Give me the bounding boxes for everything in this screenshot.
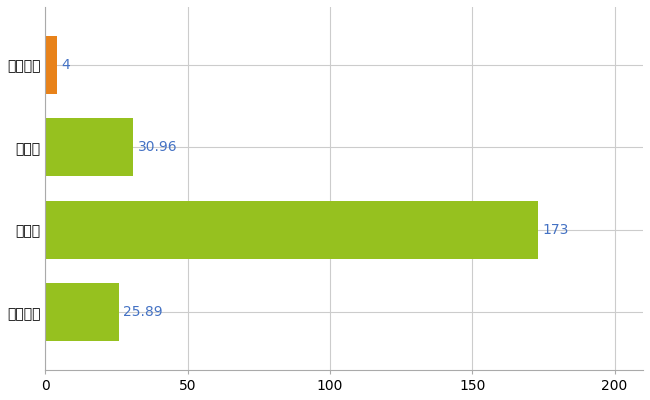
Text: 4: 4 <box>61 58 70 72</box>
Bar <box>46 283 119 341</box>
Text: 173: 173 <box>542 223 568 237</box>
Bar <box>46 201 538 259</box>
Bar <box>46 118 133 176</box>
Text: 30.96: 30.96 <box>138 140 177 154</box>
Text: 25.89: 25.89 <box>124 305 163 319</box>
Bar <box>46 36 57 94</box>
